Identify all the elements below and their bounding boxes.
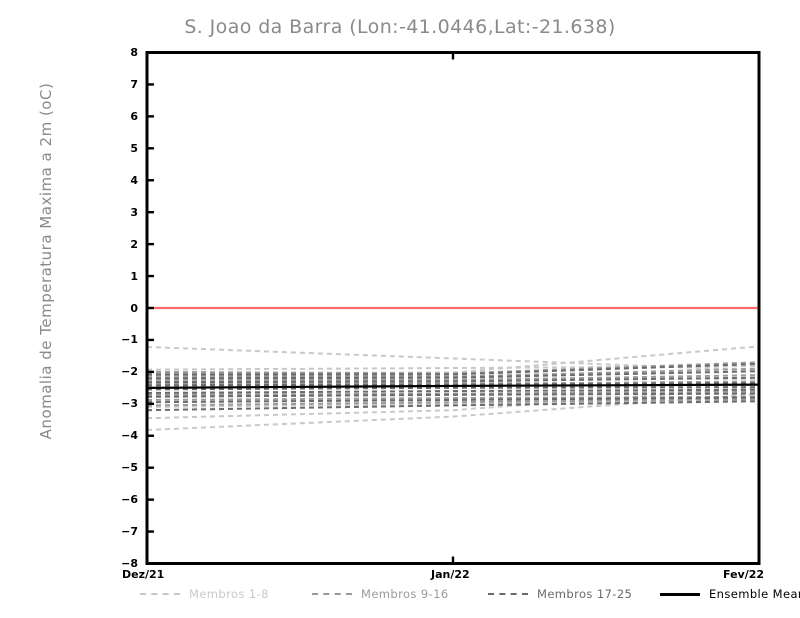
- legend-label: Membros 1-8: [189, 587, 269, 601]
- legend-entry[interactable]: Membros 17-25: [488, 585, 632, 603]
- series-line: [146, 396, 760, 404]
- series-line: [146, 392, 760, 398]
- series-line: [146, 386, 760, 391]
- series-line: [146, 374, 760, 382]
- legend-entry[interactable]: Membros 9-16: [312, 585, 449, 603]
- y-tick-label: −4: [121, 429, 138, 443]
- x-tick-label: Jan/22: [431, 567, 470, 581]
- y-tick-label: −1: [121, 333, 138, 347]
- legend-swatch: [660, 592, 700, 596]
- y-tick-label: −7: [121, 525, 138, 539]
- y-tick-label: 3: [130, 205, 138, 219]
- legend-swatch: [488, 593, 528, 595]
- series-line: [146, 365, 760, 371]
- series-line: [146, 398, 760, 407]
- y-tick-label: 2: [130, 237, 138, 251]
- x-tick-label: Dez/21: [122, 567, 165, 581]
- series-line: [146, 376, 760, 384]
- x-tick-label: Fev/22: [723, 567, 765, 581]
- legend-swatch: [140, 593, 180, 595]
- series-line: [147, 362, 760, 376]
- y-tick-label: 5: [130, 141, 138, 155]
- series-line: [146, 398, 760, 409]
- y-tick-label: −8: [121, 557, 138, 570]
- y-tick-label: 6: [130, 109, 138, 123]
- legend-label: Membros 17-25: [537, 587, 633, 601]
- axes-frame: [145, 51, 761, 565]
- series-line: [146, 390, 760, 396]
- y-tick-label: 0: [130, 301, 138, 315]
- y-tick-label: −5: [121, 461, 138, 475]
- y-tick-label: −6: [121, 493, 138, 507]
- series-line: [146, 386, 760, 420]
- series-layer: [146, 345, 760, 431]
- series-line: [146, 393, 760, 431]
- series-line: [146, 345, 760, 372]
- chart-legend: Membros 1-8 Membros 9-16 Membros 17-25 Ense…: [140, 585, 800, 605]
- legend-entry[interactable]: Membros 1-8: [140, 585, 269, 603]
- y-tick-label: −2: [121, 365, 138, 379]
- series-line: [146, 382, 760, 387]
- y-tick-label: 8: [130, 46, 138, 59]
- y-tick-label: −3: [121, 397, 138, 411]
- series-line: [146, 370, 760, 380]
- series-line: [146, 400, 760, 412]
- legend-label: Membros 9-16: [361, 587, 449, 601]
- legend-swatch: [312, 593, 352, 595]
- y-tick-label: 4: [130, 173, 138, 187]
- y-tick-label: 7: [130, 77, 138, 91]
- series-line: [146, 383, 760, 389]
- series-line: [146, 388, 760, 394]
- legend-entry[interactable]: Ensemble Mean: [660, 585, 800, 603]
- series-line: [146, 395, 760, 401]
- y-tick-label: 1: [130, 269, 138, 283]
- legend-label: Ensemble Mean: [709, 587, 800, 601]
- chart-title: S. Joao da Barra (Lon:-41.0446,Lat:-21.6…: [184, 16, 616, 38]
